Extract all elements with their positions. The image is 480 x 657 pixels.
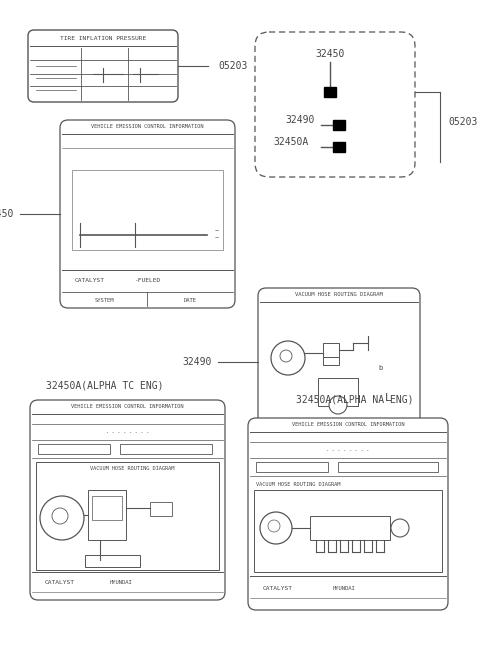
Text: HYUNDAI: HYUNDAI <box>333 585 356 591</box>
Text: VEHICLE EMISSION CONTROL INFORMATION: VEHICLE EMISSION CONTROL INFORMATION <box>71 405 184 409</box>
Circle shape <box>268 520 280 532</box>
Circle shape <box>40 496 84 540</box>
Bar <box>256 462 328 472</box>
Text: L: L <box>384 393 391 403</box>
Bar <box>323 357 339 365</box>
Text: - - - - - - - -: - - - - - - - - <box>326 447 370 453</box>
Bar <box>120 444 212 454</box>
Text: DATE: DATE <box>183 298 196 304</box>
Circle shape <box>280 350 292 362</box>
FancyBboxPatch shape <box>60 120 235 308</box>
FancyBboxPatch shape <box>28 30 178 102</box>
Text: b: b <box>378 365 382 371</box>
Text: VEHICLE EMISSION CONTROL INFORMATION: VEHICLE EMISSION CONTROL INFORMATION <box>292 422 404 428</box>
Text: VACUUM HOSE ROUTING DIAGRAM: VACUUM HOSE ROUTING DIAGRAM <box>90 466 174 470</box>
Bar <box>36 462 219 570</box>
Bar <box>88 490 126 540</box>
Circle shape <box>329 396 347 414</box>
Text: VACUUM HOSE ROUTING DIAGRAM: VACUUM HOSE ROUTING DIAGRAM <box>256 482 340 486</box>
Bar <box>318 378 358 406</box>
Text: 32450A(ALPHA TC ENG): 32450A(ALPHA TC ENG) <box>46 380 164 390</box>
Circle shape <box>391 519 409 537</box>
Bar <box>150 502 172 516</box>
Circle shape <box>271 341 305 375</box>
Bar <box>333 142 345 152</box>
Text: CATALYST: CATALYST <box>263 585 293 591</box>
Text: CATALYST: CATALYST <box>45 579 75 585</box>
Text: VEHICLE EMISSION CONTROL INFORMATION: VEHICLE EMISSION CONTROL INFORMATION <box>91 124 204 129</box>
Text: VACUUM HOSE ROUTING DIAGRAM: VACUUM HOSE ROUTING DIAGRAM <box>295 292 383 298</box>
Text: HYUNDAI: HYUNDAI <box>110 579 133 585</box>
FancyBboxPatch shape <box>258 288 420 436</box>
Text: ~
~: ~ ~ <box>215 229 219 242</box>
FancyBboxPatch shape <box>30 400 225 600</box>
Bar <box>254 490 442 572</box>
Circle shape <box>52 508 68 524</box>
Text: SYSTEM: SYSTEM <box>94 298 114 304</box>
Text: CATALYST: CATALYST <box>75 277 105 283</box>
Bar <box>92 496 122 520</box>
FancyBboxPatch shape <box>255 32 415 177</box>
Text: TIRE INFLATION PRESSURE: TIRE INFLATION PRESSURE <box>60 35 146 41</box>
Bar <box>338 462 438 472</box>
Bar <box>323 343 339 357</box>
Text: - - - - - - - -: - - - - - - - - <box>106 430 149 434</box>
Text: 05203: 05203 <box>448 117 478 127</box>
Text: 32450A: 32450A <box>273 137 308 147</box>
Bar <box>333 120 345 130</box>
Circle shape <box>260 512 292 544</box>
Text: 05203: 05203 <box>218 61 247 71</box>
Text: 32490: 32490 <box>182 357 212 367</box>
Text: 32450: 32450 <box>0 209 14 219</box>
Text: -FUELED: -FUELED <box>135 277 161 283</box>
Bar <box>38 444 110 454</box>
Text: 32490: 32490 <box>285 115 314 125</box>
Bar <box>72 170 223 250</box>
Bar <box>310 516 390 540</box>
Text: 32450A(ALPHA NA ENG): 32450A(ALPHA NA ENG) <box>296 395 414 405</box>
Bar <box>85 555 140 567</box>
FancyBboxPatch shape <box>248 418 448 610</box>
Bar <box>324 87 336 97</box>
Text: 32450: 32450 <box>315 49 345 59</box>
